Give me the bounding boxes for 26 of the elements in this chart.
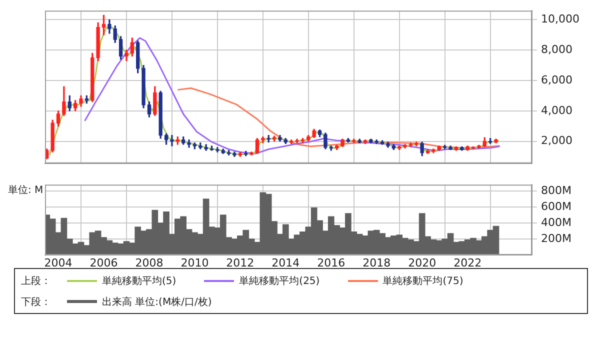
- y-tick-label: 600M: [541, 200, 572, 213]
- y-axis-title: 単位: M: [8, 184, 44, 196]
- x-tick-label: 2012: [226, 256, 254, 270]
- y-tick-label: 6,000: [541, 73, 572, 86]
- y-tick-label: 4,000: [541, 104, 572, 117]
- y-tick-label: 2,000: [541, 134, 572, 148]
- legend-label: 出来高 単位:(M株/口/枚): [102, 296, 212, 308]
- x-tick-label: 2010: [180, 256, 209, 270]
- x-tick-label: 2022: [454, 256, 482, 270]
- x-tick-label: 2008: [135, 256, 164, 270]
- y-tick-label: 8,000: [541, 42, 572, 56]
- legend-label: 単純移動平均(25): [239, 274, 320, 288]
- legend-title: 上段：: [21, 274, 52, 288]
- y-tick-label: 10,000: [541, 12, 580, 26]
- legend-title: 下段：: [21, 296, 52, 308]
- x-tick-label: 2006: [90, 256, 118, 270]
- legend-label: 単純移動平均(75): [382, 274, 464, 288]
- x-tick-label: 2020: [408, 256, 436, 270]
- legend-label: 単純移動平均(5): [102, 274, 176, 288]
- x-tick-label: 2004: [44, 256, 72, 270]
- y-tick-label: 800M: [541, 184, 572, 197]
- y-tick-label: 200M: [541, 232, 572, 245]
- x-tick-label: 2014: [272, 256, 300, 270]
- x-tick-label: 2018: [362, 256, 391, 270]
- x-tick-label: 2016: [317, 256, 346, 270]
- y-tick-label: 400M: [541, 216, 572, 229]
